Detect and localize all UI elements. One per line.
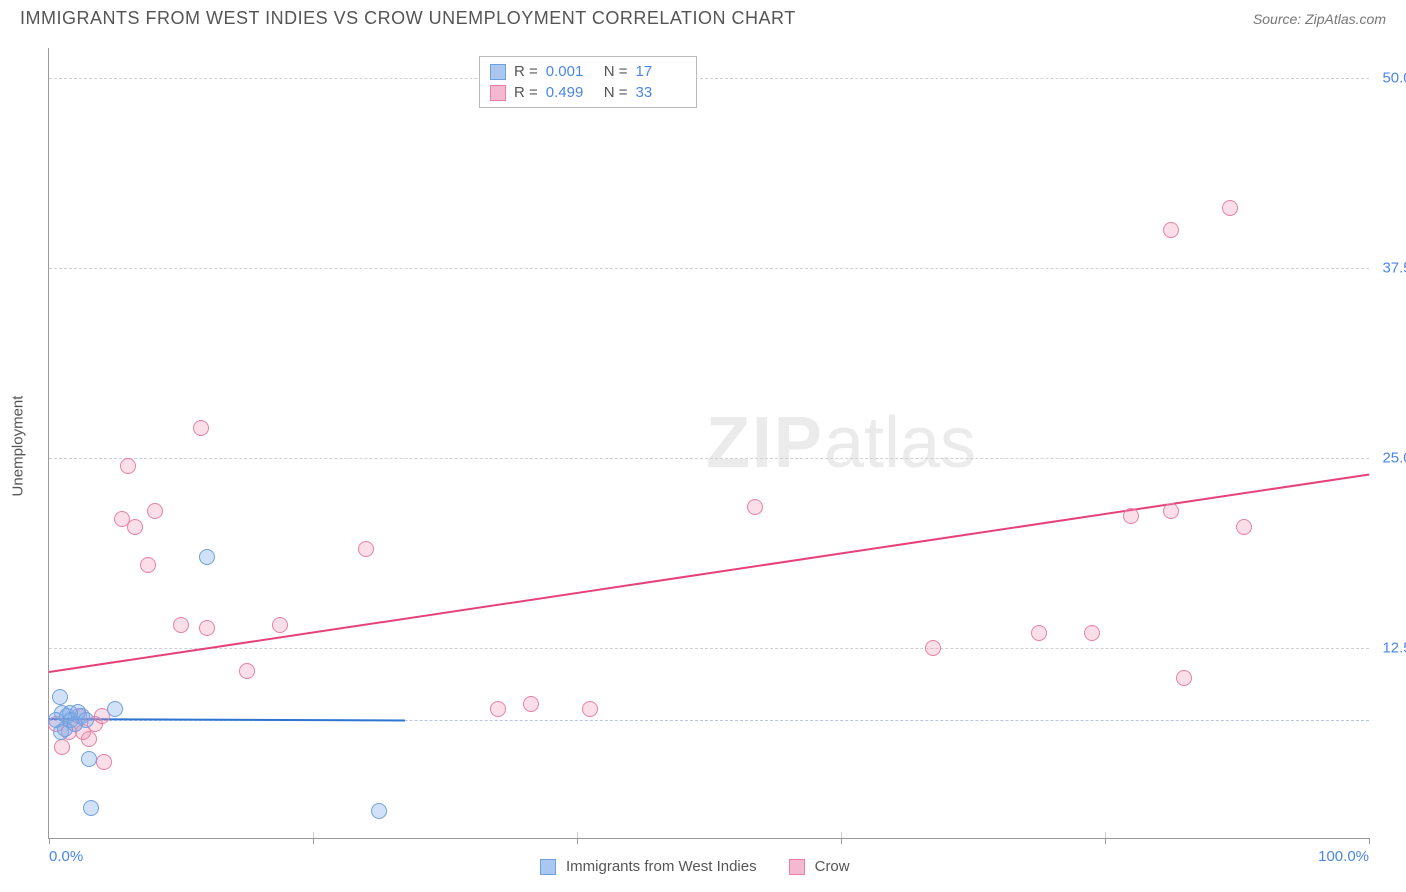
data-point-pink <box>1084 625 1100 641</box>
gridline-v <box>1105 832 1106 838</box>
gridline-v <box>577 832 578 838</box>
data-point-pink <box>1222 200 1238 216</box>
data-point-pink <box>199 620 215 636</box>
legend-swatch-blue <box>490 64 506 80</box>
legend-swatch-pink <box>789 859 805 875</box>
gridline-h <box>49 268 1369 269</box>
scatter-chart: ZIPatlas 12.5%25.0%37.5%50.0%0.0%100.0%R… <box>48 48 1369 839</box>
x-tick-label: 0.0% <box>49 848 83 865</box>
data-point-blue <box>78 712 94 728</box>
data-point-blue <box>107 701 123 717</box>
watermark-light: atlas <box>824 403 976 483</box>
legend-label-pink: Crow <box>815 858 850 875</box>
data-point-pink <box>81 731 97 747</box>
data-point-pink <box>1163 503 1179 519</box>
gridline-v <box>313 832 314 838</box>
legend-label-blue: Immigrants from West Indies <box>566 858 757 875</box>
r-label: R = <box>514 63 538 80</box>
watermark: ZIPatlas <box>706 402 976 484</box>
legend-row-pink: R = 0.499 N = 33 <box>490 82 686 103</box>
data-point-pink <box>1163 222 1179 238</box>
r-value-pink: 0.499 <box>546 84 596 101</box>
legend-swatch-pink <box>490 85 506 101</box>
gridline-h <box>49 458 1369 459</box>
x-tick <box>1105 838 1106 844</box>
data-point-pink <box>523 696 539 712</box>
x-tick <box>313 838 314 844</box>
data-point-pink <box>140 557 156 573</box>
x-tick <box>49 838 50 844</box>
legend-swatch-blue <box>540 859 556 875</box>
x-tick-label: 100.0% <box>1318 848 1369 865</box>
r-value-blue: 0.001 <box>546 63 596 80</box>
data-point-blue <box>371 803 387 819</box>
gridline-h <box>49 648 1369 649</box>
y-tick-label: 12.5% <box>1375 640 1406 657</box>
x-tick <box>1369 838 1370 844</box>
data-point-pink <box>490 701 506 717</box>
x-tick <box>841 838 842 844</box>
y-tick-label: 50.0% <box>1375 70 1406 87</box>
data-point-pink <box>127 519 143 535</box>
chart-title: IMMIGRANTS FROM WEST INDIES VS CROW UNEM… <box>20 8 796 29</box>
data-point-pink <box>582 701 598 717</box>
legend-bottom: Immigrants from West Indies Crow <box>540 858 850 875</box>
x-tick <box>577 838 578 844</box>
data-point-pink <box>239 663 255 679</box>
data-point-pink <box>358 541 374 557</box>
data-point-blue <box>52 689 68 705</box>
watermark-bold: ZIP <box>706 403 824 483</box>
source-label: Source: ZipAtlas.com <box>1253 11 1386 27</box>
y-tick-label: 37.5% <box>1375 260 1406 277</box>
legend-stats: R = 0.001 N = 17 R = 0.499 N = 33 <box>479 56 697 108</box>
n-label: N = <box>604 84 628 101</box>
data-point-pink <box>173 617 189 633</box>
r-label: R = <box>514 84 538 101</box>
data-point-blue <box>199 549 215 565</box>
data-point-pink <box>54 739 70 755</box>
n-value-pink: 33 <box>636 84 686 101</box>
data-point-pink <box>925 640 941 656</box>
n-value-blue: 17 <box>636 63 686 80</box>
y-axis-label: Unemployment <box>10 396 27 497</box>
gridline-h <box>49 78 1369 79</box>
data-point-pink <box>1176 670 1192 686</box>
data-point-blue <box>53 724 69 740</box>
data-point-pink <box>120 458 136 474</box>
data-point-pink <box>147 503 163 519</box>
data-point-pink <box>272 617 288 633</box>
data-point-pink <box>1123 508 1139 524</box>
y-tick-label: 25.0% <box>1375 450 1406 467</box>
data-point-pink <box>747 499 763 515</box>
data-point-pink <box>1236 519 1252 535</box>
data-point-blue <box>81 751 97 767</box>
gridline-v <box>841 832 842 838</box>
data-point-pink <box>96 754 112 770</box>
n-label: N = <box>604 63 628 80</box>
data-point-pink <box>1031 625 1047 641</box>
data-point-pink <box>193 420 209 436</box>
legend-row-blue: R = 0.001 N = 17 <box>490 61 686 82</box>
data-point-blue <box>83 800 99 816</box>
